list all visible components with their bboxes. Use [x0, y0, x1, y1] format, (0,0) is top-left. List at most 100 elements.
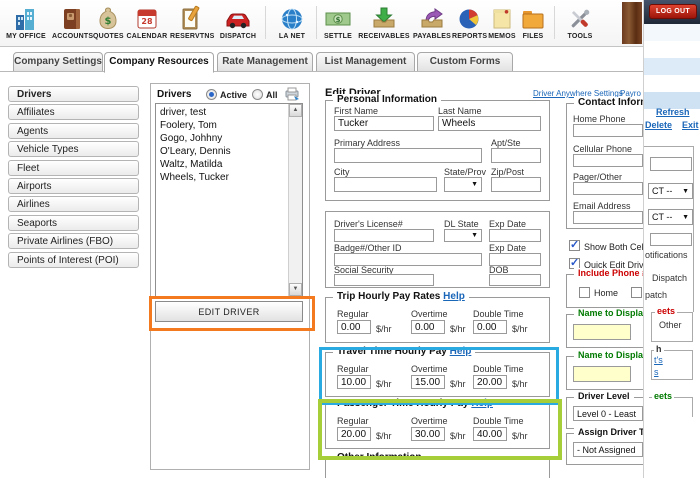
driver-list-item[interactable]: O'Leary, Dennis: [160, 146, 231, 157]
dl-state-select[interactable]: ▼: [444, 229, 482, 242]
toolbar-separator: [316, 6, 317, 39]
toolbar-my-office-button[interactable]: MY OFFICE: [2, 3, 50, 40]
driver-list-item[interactable]: Gogo, Johhny: [160, 133, 223, 144]
money-bag-icon: $: [93, 3, 123, 32]
include-home-checkbox[interactable]: [579, 287, 590, 298]
toolbar-memos-button[interactable]: MEMOS: [488, 3, 516, 40]
svg-text:$: $: [336, 16, 341, 24]
toolbar-dispatch-button[interactable]: DISPATCH: [215, 3, 261, 40]
toolbar-la-net-button[interactable]: LA NET: [270, 3, 314, 40]
refresh-link[interactable]: Refresh: [656, 107, 690, 117]
dob-input[interactable]: [489, 274, 541, 286]
assign-driver-select[interactable]: - Not Assigned: [573, 442, 643, 457]
trip-double-input[interactable]: [473, 320, 507, 334]
city-input[interactable]: [334, 177, 437, 192]
sticky-note-icon: [488, 3, 516, 32]
sidebar-item-drivers[interactable]: Drivers: [8, 86, 139, 102]
strip-link-fragment-2[interactable]: s: [654, 367, 659, 377]
tab-company-settings[interactable]: Company Settings: [13, 52, 103, 72]
passenger-double-input[interactable]: [473, 427, 507, 441]
first-name-input[interactable]: [334, 116, 434, 131]
sidebar-item-vehicle-types[interactable]: Vehicle Types: [8, 141, 139, 157]
strip-link-fragment[interactable]: t's: [654, 355, 663, 365]
window-edge-texture: [622, 2, 642, 44]
tab-rate-management[interactable]: Rate Management: [217, 52, 313, 72]
last-name-input[interactable]: [438, 116, 541, 131]
strip-input-2[interactable]: [650, 233, 692, 246]
strip-state-select-2[interactable]: CT -- ▼: [648, 209, 693, 225]
toolbar-receivables-button[interactable]: RECEIVABLES: [358, 3, 410, 40]
toolbar-payables-button[interactable]: PAYABLES: [412, 3, 452, 40]
dollar-bill-icon: $: [320, 3, 356, 32]
apt-ste-input[interactable]: [491, 148, 541, 163]
driver-list-item[interactable]: Wheels, Tucker: [160, 172, 229, 183]
home-phone-input[interactable]: [573, 124, 643, 137]
print-list-icon[interactable]: [284, 86, 301, 107]
sidebar-item-private-airlines[interactable]: Private Airlines (FBO): [8, 233, 139, 249]
driver-list-item[interactable]: driver, test: [160, 107, 207, 118]
name-to-display-input[interactable]: [573, 324, 631, 340]
delete-link[interactable]: Delete: [645, 120, 673, 130]
cellular-phone-input[interactable]: [573, 154, 643, 167]
passenger-pay-help-link[interactable]: Help: [471, 398, 493, 409]
right-clipped-panel: LOG OUT Refresh Delete Exit CT -- ▼ CT --…: [643, 0, 700, 478]
filter-all-radio[interactable]: [252, 89, 263, 100]
strip-state-select-1[interactable]: CT -- ▼: [648, 183, 693, 199]
chevron-down-icon: ▼: [471, 181, 478, 188]
tab-custom-forms[interactable]: Custom Forms: [417, 52, 513, 72]
toolbar-reservations-button[interactable]: RESERVTNS: [170, 3, 214, 40]
include-cell-checkbox[interactable]: [631, 287, 642, 298]
sidebar-item-airports[interactable]: Airports: [8, 178, 139, 194]
toolbar-calendar-button[interactable]: 28 CALENDAR: [126, 3, 168, 40]
filter-active-radio[interactable]: [206, 89, 217, 100]
sidebar-item-fleet[interactable]: Fleet: [8, 160, 139, 176]
travel-pay-help-link[interactable]: Help: [449, 346, 472, 357]
pager-other-input[interactable]: [573, 182, 643, 195]
social-security-input[interactable]: [334, 274, 434, 286]
trip-regular-input[interactable]: [337, 320, 371, 334]
toolbar-quotes-button[interactable]: $ QUOTES: [93, 3, 124, 40]
travel-double-input[interactable]: [473, 375, 507, 389]
travel-regular-input[interactable]: [337, 375, 371, 389]
log-out-button[interactable]: LOG OUT: [649, 4, 697, 19]
drivers-listbox[interactable]: driver, test Foolery, Tom Gogo, Johhny O…: [155, 103, 303, 297]
passenger-overtime-input[interactable]: [411, 427, 445, 441]
driver-list-item[interactable]: Foolery, Tom: [160, 120, 217, 131]
scroll-up-arrow[interactable]: ▲: [289, 104, 302, 117]
strip-input-1[interactable]: [650, 157, 692, 171]
email-address-input[interactable]: [573, 211, 643, 224]
toolbar-accounts-button[interactable]: ACCOUNTS: [52, 3, 93, 40]
sidebar-item-seaports[interactable]: Seaports: [8, 215, 139, 231]
badge-other-id-input[interactable]: [334, 253, 482, 266]
toolbar-files-button[interactable]: FILES: [518, 3, 548, 40]
driver-level-select[interactable]: Level 0 - Least: [573, 406, 643, 421]
drivers-license-input[interactable]: [334, 229, 434, 242]
state-prov-select[interactable]: ▼: [444, 177, 482, 192]
primary-address-input[interactable]: [334, 148, 482, 163]
edit-driver-button[interactable]: EDIT DRIVER: [155, 301, 303, 322]
driver-list-item[interactable]: Waltz, Matilda: [160, 159, 223, 170]
zip-post-input[interactable]: [491, 177, 541, 192]
toolbar-tools-button[interactable]: TOOLS: [560, 3, 600, 40]
name-to-display-2-input[interactable]: [573, 366, 631, 382]
show-both-cell-checkbox[interactable]: [569, 238, 580, 251]
tab-company-resources[interactable]: Company Resources: [104, 52, 214, 73]
trip-overtime-input[interactable]: [411, 320, 445, 334]
list-scrollbar[interactable]: ▲ ▼: [288, 104, 302, 296]
passenger-regular-input[interactable]: [337, 427, 371, 441]
sidebar-item-agents[interactable]: Agents: [8, 123, 139, 139]
toolbar-settle-button[interactable]: $ SETTLE: [320, 3, 356, 40]
trip-pay-help-link[interactable]: Help: [443, 291, 465, 302]
tab-list-management[interactable]: List Management: [316, 52, 415, 72]
sidebar-item-affiliates[interactable]: Affiliates: [8, 104, 139, 120]
sidebar-item-airlines[interactable]: Airlines: [8, 196, 139, 212]
scroll-down-arrow[interactable]: ▼: [289, 283, 302, 296]
license-exp-date-input[interactable]: [489, 229, 541, 242]
travel-overtime-input[interactable]: [411, 375, 445, 389]
badge-exp-date-input[interactable]: [489, 253, 541, 266]
driver-anywhere-settings-link[interactable]: Driver Anywhere Settings: [533, 89, 623, 98]
exit-link[interactable]: Exit: [682, 120, 699, 130]
toolbar-reports-button[interactable]: REPORTS: [452, 3, 487, 40]
sidebar-item-points-of-interest[interactable]: Points of Interest (POI): [8, 252, 139, 268]
payroll-link-fragment[interactable]: Payro: [620, 89, 641, 98]
